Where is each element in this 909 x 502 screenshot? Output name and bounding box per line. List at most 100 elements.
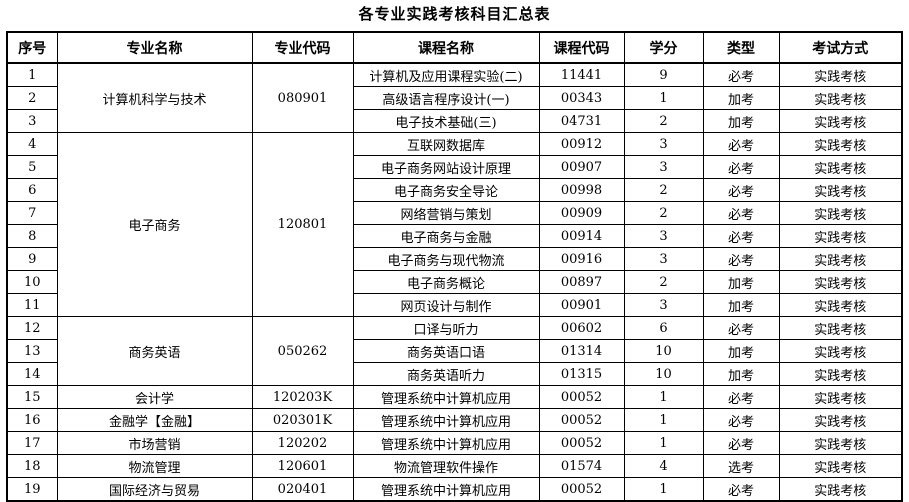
table-row: 10 电子商务概论 00897 2 加考 实践考核 (6, 270, 903, 294)
exam-method-cell: 实践考核 (778, 431, 903, 455)
row-number-cell: 10 (6, 270, 58, 294)
table-row: 19 国际经济与贸易 020401 管理系统中计算机应用 00052 1 必考 实践考核 (6, 477, 903, 502)
header-cell-major: 专业名称 (56, 31, 253, 64)
exam-method-cell: 实践考核 (778, 155, 903, 179)
header-cell-course: 课程名称 (352, 31, 540, 64)
row-number-cell: 2 (6, 86, 58, 110)
credits-cell: 3 (623, 247, 704, 271)
table-row: 2 高级语言程序设计(一) 00343 1 加考 实践考核 (6, 86, 903, 110)
major-name-cell: 国际经济与贸易 (56, 477, 253, 502)
table-row: 12 商务英语 050262 口译与听力 00602 6 必考 实践考核 (6, 316, 903, 386)
major-name-cell: 市场营销 (56, 431, 253, 455)
credits-cell: 2 (623, 270, 704, 294)
table-row: 13 商务英语口语 01314 10 加考 实践考核 (6, 339, 903, 363)
row-number-cell: 18 (6, 454, 58, 478)
header-row: 序号 专业名称 专业代码 课程名称 课程代码 学分 类型 考试方式 (6, 31, 903, 64)
type-cell: 加考 (702, 270, 780, 294)
course-name-cell: 电子商务网站设计原理 (352, 155, 540, 179)
table-row: 17 市场营销 120202 管理系统中计算机应用 00052 1 必考 实践考核 (6, 431, 903, 455)
course-code-cell: 04731 (538, 109, 625, 133)
major-name-cell: 会计学 (56, 385, 253, 409)
row-number-cell: 13 (6, 339, 58, 363)
exam-method-cell: 实践考核 (778, 454, 903, 478)
row-number-cell: 12 (6, 316, 58, 340)
type-cell: 必考 (702, 385, 780, 409)
type-cell: 加考 (702, 339, 780, 363)
credits-cell: 1 (623, 477, 704, 502)
table-row: 9 电子商务与现代物流 00916 3 必考 实践考核 (6, 247, 903, 271)
header-cell-type: 类型 (702, 31, 780, 64)
table-row: 1 计算机科学与技术 080901 计算机及应用课程实验(二) 11441 9 必考 实践考核 (6, 62, 903, 133)
course-code-cell: 00912 (538, 132, 625, 156)
course-name-cell: 电子技术基础(三) (352, 109, 540, 133)
table-row: 8 电子商务与金融 00914 3 必考 实践考核 (6, 224, 903, 248)
row-number-cell: 1 (6, 62, 58, 87)
row-number-cell: 8 (6, 224, 58, 248)
course-code-cell: 00343 (538, 86, 625, 110)
major-code-cell: 120601 (251, 454, 354, 478)
credits-cell: 1 (623, 431, 704, 455)
course-code-cell: 00907 (538, 155, 625, 179)
course-code-cell: 01314 (538, 339, 625, 363)
course-name-cell: 管理系统中计算机应用 (352, 477, 540, 502)
course-code-cell: 00052 (538, 431, 625, 455)
course-name-cell: 管理系统中计算机应用 (352, 385, 540, 409)
exam-method-cell: 实践考核 (778, 316, 903, 340)
credits-cell: 3 (623, 132, 704, 156)
course-name-cell: 电子商务概论 (352, 270, 540, 294)
major-name-cell: 商务英语 (56, 316, 253, 386)
row-number-cell: 19 (6, 477, 58, 502)
credits-cell: 2 (623, 178, 704, 202)
exam-method-cell: 实践考核 (778, 109, 903, 133)
table-row: 18 物流管理 120601 物流管理软件操作 01574 4 选考 实践考核 (6, 454, 903, 478)
table-row: 15 会计学 120203K 管理系统中计算机应用 00052 1 必考 实践考核 (6, 385, 903, 409)
course-name-cell: 互联网数据库 (352, 132, 540, 156)
type-cell: 必考 (702, 477, 780, 502)
course-code-cell: 00909 (538, 201, 625, 225)
credits-cell: 2 (623, 109, 704, 133)
row-number-cell: 16 (6, 408, 58, 432)
credits-cell: 3 (623, 293, 704, 317)
major-code-cell: 120203K (251, 385, 354, 409)
type-cell: 必考 (702, 408, 780, 432)
course-name-cell: 物流管理软件操作 (352, 454, 540, 478)
exam-method-cell: 实践考核 (778, 201, 903, 225)
exam-method-cell: 实践考核 (778, 385, 903, 409)
type-cell: 必考 (702, 247, 780, 271)
header-cell-no: 序号 (6, 31, 58, 64)
course-name-cell: 商务英语听力 (352, 362, 540, 386)
credits-cell: 9 (623, 62, 704, 87)
exam-method-cell: 实践考核 (778, 293, 903, 317)
credits-cell: 6 (623, 316, 704, 340)
exam-method-cell: 实践考核 (778, 270, 903, 294)
major-name-cell: 金融学【金融】 (56, 408, 253, 432)
course-name-cell: 网页设计与制作 (352, 293, 540, 317)
table-row: 6 电子商务安全导论 00998 2 必考 实践考核 (6, 178, 903, 202)
row-number-cell: 7 (6, 201, 58, 225)
credits-cell: 4 (623, 454, 704, 478)
credits-cell: 2 (623, 201, 704, 225)
page-title: 各专业实践考核科目汇总表 (358, 6, 551, 23)
row-number-cell: 5 (6, 155, 58, 179)
row-number-cell: 4 (6, 132, 58, 156)
row-number-cell: 6 (6, 178, 58, 202)
exam-method-cell: 实践考核 (778, 339, 903, 363)
course-code-cell: 00901 (538, 293, 625, 317)
row-number-cell: 15 (6, 385, 58, 409)
major-name-cell: 计算机科学与技术 (56, 62, 253, 133)
course-name-cell: 电子商务与金融 (352, 224, 540, 248)
credits-cell: 10 (623, 362, 704, 386)
header-cell-major-code: 专业代码 (251, 31, 354, 64)
row-number-cell: 3 (6, 109, 58, 133)
course-name-cell: 高级语言程序设计(一) (352, 86, 540, 110)
course-name-cell: 网络营销与策划 (352, 201, 540, 225)
type-cell: 必考 (702, 178, 780, 202)
course-name-cell: 管理系统中计算机应用 (352, 408, 540, 432)
type-cell: 选考 (702, 454, 780, 478)
major-code-cell: 020301K (251, 408, 354, 432)
course-code-cell: 00916 (538, 247, 625, 271)
row-number-cell: 17 (6, 431, 58, 455)
type-cell: 加考 (702, 86, 780, 110)
type-cell: 必考 (702, 155, 780, 179)
course-code-cell: 01315 (538, 362, 625, 386)
